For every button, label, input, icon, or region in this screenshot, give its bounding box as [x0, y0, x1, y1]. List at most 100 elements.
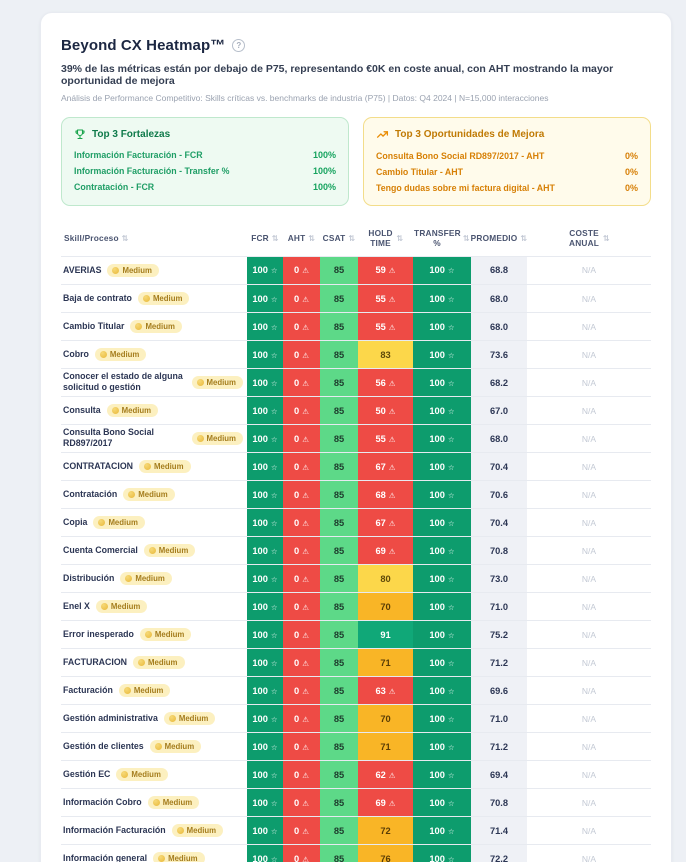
table-row: CONTRATACION Medium 100 ☆ 0 ⚠ 85 67 ⚠ 100 ☆ 70.4 N/A [61, 452, 651, 482]
fcr-value: 100 [252, 573, 268, 584]
csat-cell: 85 [320, 368, 358, 398]
skill-name: Copia [63, 516, 88, 527]
csat-value: 85 [333, 769, 345, 780]
badge-label: Medium [178, 713, 209, 723]
csat-cell: 85 [320, 508, 358, 538]
heatmap-table: Skill/Proceso ⇅ FCR ⇅ AHT ⇅ CSAT ⇅ HOLD TIME ⇅ TRA… [61, 220, 651, 862]
star-icon: ☆ [447, 322, 455, 332]
table-row: Gestión administrativa Medium 100 ☆ 0 ⚠ 85 70 10… [61, 704, 651, 734]
fcr-cell: 100 ☆ [247, 396, 283, 426]
coin-icon [135, 322, 143, 330]
aht-cell: 0 ⚠ [283, 788, 320, 818]
warning-icon: ⚠ [388, 798, 396, 808]
metric-value: 0% [624, 151, 638, 161]
transfer-cell: 100 ☆ [413, 508, 471, 538]
skill-name: CONTRATACION [63, 460, 134, 471]
csat-value: 85 [333, 741, 345, 752]
skill-cell: Consulta Medium [61, 397, 247, 425]
aht-value: 0 [294, 685, 300, 696]
column-header-promedio[interactable]: PROMEDIO ⇅ [471, 220, 528, 257]
warning-icon: ⚠ [302, 630, 309, 640]
table-row: Consulta Bono Social RD897/2017 Medium 100… [61, 424, 651, 454]
column-header-aht[interactable]: AHT ⇅ [283, 220, 320, 257]
skill-cell: Información Cobro Medium [61, 789, 247, 817]
csat-value: 85 [333, 629, 345, 640]
skill-cell: Cobro Medium [61, 341, 247, 369]
hold-cell: 70 [358, 704, 413, 734]
sort-icon[interactable]: ⇅ [396, 233, 404, 243]
coin-icon [148, 546, 156, 554]
skill-name: Facturación [63, 684, 113, 695]
promedio-cell: 67.0 [471, 396, 527, 426]
hold-value: 67 [375, 517, 386, 528]
badge-label: Medium [138, 489, 168, 499]
hold-value: 70 [380, 601, 391, 612]
csat-value: 85 [333, 573, 345, 584]
priority-badge: Medium [137, 291, 190, 305]
heatmap-card: Beyond CX Heatmap™ ? 39% de las métricas… [40, 12, 672, 862]
table-row: Cobro Medium 100 ☆ 0 ⚠ 85 83 100 ☆ 73.6 N/A [61, 340, 651, 370]
transfer-cell: 100 ☆ [413, 256, 471, 286]
sort-icon[interactable]: ⇅ [308, 233, 316, 243]
coste-anual-cell: N/A [527, 704, 651, 734]
transfer-cell: 100 ☆ [413, 704, 471, 734]
csat-value: 85 [333, 853, 345, 862]
coste-anual-cell: N/A [527, 480, 651, 510]
coste-anual-cell: N/A [527, 312, 651, 342]
sort-icon[interactable]: ⇅ [520, 233, 528, 243]
csat-cell: 85 [320, 844, 358, 862]
strengths-item: Contratación - FCR 100% [74, 179, 336, 195]
hold-value: 63 [375, 685, 386, 696]
warning-icon: ⚠ [302, 518, 309, 528]
csat-value: 85 [333, 321, 345, 332]
hold-value: 71 [380, 657, 391, 668]
hold-cell: 63 ⚠ [358, 676, 413, 706]
transfer-value: 100 [429, 265, 445, 276]
skill-name: Enel X [63, 600, 90, 611]
sort-icon[interactable]: ⇅ [121, 233, 129, 243]
hold-cell: 71 [358, 648, 413, 678]
sort-icon[interactable]: ⇅ [603, 233, 610, 243]
opportunities-item: Consulta Bono Social RD897/2017 - AHT 0% [376, 148, 638, 164]
sort-icon[interactable]: ⇅ [271, 233, 279, 243]
column-header-fcr[interactable]: FCR ⇅ [247, 220, 283, 257]
badge-label: Medium [135, 573, 165, 583]
priority-badge: Medium [120, 571, 172, 585]
skill-name: Conocer el estado de alguna solicitud o … [63, 370, 183, 393]
skill-cell: CONTRATACION Medium [61, 453, 247, 481]
help-icon[interactable]: ? [232, 39, 246, 52]
warning-icon: ⚠ [302, 658, 309, 668]
sort-icon[interactable]: ⇅ [348, 233, 356, 243]
column-header-csat[interactable]: CSAT ⇅ [320, 220, 358, 257]
skill-name: Información Cobro [63, 796, 142, 807]
table-row: Baja de contrato Medium 100 ☆ 0 ⚠ 85 55 ⚠ 100 ☆ 68.… [61, 284, 651, 314]
fcr-value: 100 [252, 769, 268, 780]
column-header-skill[interactable]: Skill/Proceso ⇅ [61, 220, 247, 257]
hold-cell: 69 ⚠ [358, 536, 413, 566]
warning-icon: ⚠ [388, 378, 396, 388]
coste-anual-cell: N/A [527, 452, 651, 482]
column-header-hold[interactable]: HOLD TIME ⇅ [358, 220, 413, 257]
promedio-cell: 73.0 [471, 564, 527, 594]
coin-icon [152, 798, 160, 806]
warning-icon: ⚠ [302, 462, 309, 472]
warning-icon: ⚠ [302, 266, 309, 276]
warning-icon: ⚠ [388, 434, 396, 444]
transfer-cell: 100 ☆ [413, 452, 471, 482]
hold-value: 68 [375, 489, 386, 500]
star-icon: ☆ [447, 490, 455, 500]
warning-icon: ⚠ [302, 490, 309, 500]
sort-icon[interactable]: ⇅ [463, 233, 470, 243]
coste-anual-cell: N/A [527, 424, 651, 454]
fcr-cell: 100 ☆ [247, 508, 283, 538]
fcr-value: 100 [252, 293, 268, 304]
column-header-transfer[interactable]: TRANSFER % ⇅ [413, 220, 471, 257]
star-icon: ☆ [447, 294, 455, 304]
transfer-value: 100 [429, 853, 445, 862]
trophy-icon [75, 129, 85, 140]
transfer-cell: 100 ☆ [413, 424, 471, 454]
csat-cell: 85 [320, 704, 358, 734]
csat-cell: 85 [320, 732, 358, 762]
coin-icon [196, 378, 204, 386]
column-header-coste[interactable]: COSTE ANUAL ⇅ [527, 220, 651, 257]
